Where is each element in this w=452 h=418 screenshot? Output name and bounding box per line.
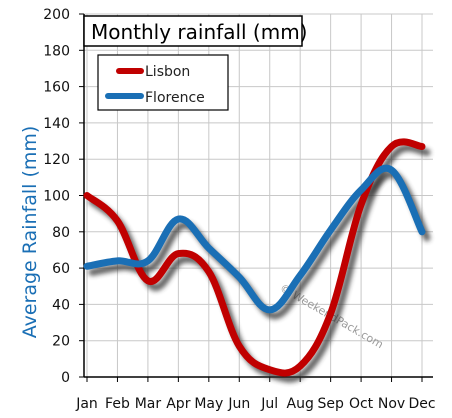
y-tick-label: 200	[43, 7, 70, 23]
y-tick-labels: 0 20 40 60 80 100 120 140 160 180 200	[43, 7, 70, 386]
series-line-lisbon	[83, 138, 426, 377]
legend-label-lisbon: Lisbon	[145, 64, 190, 80]
x-tick-label: Dec	[408, 396, 435, 412]
title-box: Monthly rainfall (mm)	[83, 15, 307, 47]
y-tick-label: 80	[52, 225, 70, 241]
series-line-florence	[83, 164, 426, 314]
x-tick-label: Oct	[349, 396, 374, 412]
y-tick-label: 60	[52, 261, 70, 277]
y-axis-label: Average Rainfall (mm)	[19, 126, 41, 339]
y-tick-label: 140	[43, 116, 70, 132]
y-tick-label: 160	[43, 80, 70, 96]
x-tick-label: Mar	[135, 396, 162, 412]
x-tick-label: Nov	[378, 396, 405, 412]
x-tick-label: Feb	[105, 396, 130, 412]
x-tick-label: Sep	[317, 396, 344, 412]
x-tick-label: Jun	[227, 396, 250, 412]
y-tick-label: 100	[43, 189, 70, 205]
x-tick-label: May	[194, 396, 223, 412]
y-tick-label: 0	[61, 370, 70, 386]
x-tick-label: Jan	[75, 396, 98, 412]
y-tick-label: 180	[43, 43, 70, 59]
y-tick-label: 40	[52, 297, 70, 313]
chart-title: Monthly rainfall (mm)	[91, 20, 307, 44]
x-tick-labels: Jan Feb Mar Apr May Jun Jul Aug Sep Oct Nov Dec	[75, 396, 435, 412]
x-tick-label: Jul	[260, 396, 278, 412]
y-tick-label: 20	[52, 334, 70, 350]
x-tick-label: Apr	[166, 396, 190, 412]
legend: Lisbon Florence	[97, 54, 229, 111]
x-tick-label: Aug	[287, 396, 314, 412]
legend-label-florence: Florence	[145, 90, 205, 106]
y-tick-label: 120	[43, 152, 70, 168]
series-lines	[83, 138, 431, 383]
